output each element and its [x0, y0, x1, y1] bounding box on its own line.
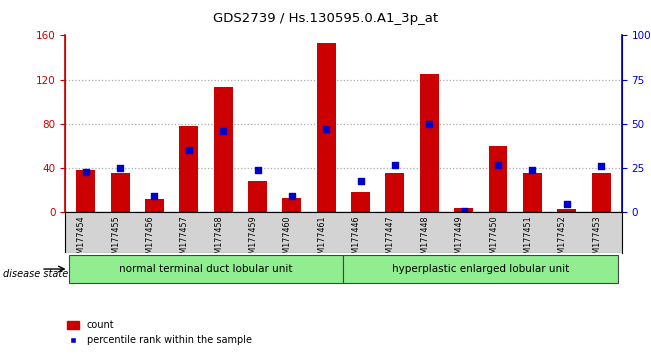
Text: GSM177453: GSM177453: [592, 216, 601, 264]
Point: [286, 194, 297, 199]
Bar: [488, 146, 508, 212]
Bar: [283, 198, 301, 212]
Bar: [179, 126, 199, 212]
Point: [424, 121, 434, 127]
Text: GSM177446: GSM177446: [352, 216, 361, 264]
Text: normal terminal duct lobular unit: normal terminal duct lobular unit: [119, 264, 293, 274]
Point: [253, 167, 263, 173]
Text: GSM177456: GSM177456: [145, 216, 154, 264]
Point: [458, 208, 469, 213]
Point: [184, 148, 194, 153]
Text: GSM177458: GSM177458: [214, 216, 223, 264]
Text: GSM177447: GSM177447: [386, 216, 395, 264]
Text: GSM177449: GSM177449: [454, 216, 464, 264]
Bar: [523, 172, 542, 212]
Text: GDS2739 / Hs.130595.0.A1_3p_at: GDS2739 / Hs.130595.0.A1_3p_at: [213, 12, 438, 25]
Legend: count, percentile rank within the sample: count, percentile rank within the sample: [63, 316, 256, 349]
Bar: [111, 172, 130, 212]
Text: hyperplastic enlarged lobular unit: hyperplastic enlarged lobular unit: [392, 264, 570, 274]
Point: [493, 162, 503, 167]
Bar: [351, 193, 370, 212]
Text: GSM177460: GSM177460: [283, 216, 292, 264]
Text: GSM177454: GSM177454: [77, 216, 86, 264]
Bar: [68, 255, 344, 283]
Text: GSM177451: GSM177451: [523, 216, 533, 264]
Bar: [76, 170, 95, 212]
Point: [149, 194, 159, 199]
Bar: [454, 208, 473, 212]
Point: [81, 169, 91, 175]
Bar: [317, 43, 336, 212]
Bar: [592, 172, 611, 212]
Point: [527, 167, 538, 173]
Text: GSM177448: GSM177448: [421, 216, 429, 264]
Point: [321, 126, 331, 132]
Point: [390, 162, 400, 167]
Point: [115, 165, 125, 171]
Bar: [385, 172, 404, 212]
Text: GSM177452: GSM177452: [558, 216, 567, 264]
Text: GSM177455: GSM177455: [111, 216, 120, 264]
Point: [218, 128, 229, 134]
Text: disease state: disease state: [3, 269, 68, 279]
Bar: [343, 255, 618, 283]
Text: GSM177450: GSM177450: [489, 216, 498, 264]
Bar: [214, 87, 232, 212]
Text: GSM177457: GSM177457: [180, 216, 189, 264]
Bar: [145, 199, 164, 212]
Text: GSM177459: GSM177459: [249, 216, 258, 264]
Point: [596, 164, 606, 169]
Point: [562, 201, 572, 206]
Text: GSM177461: GSM177461: [317, 216, 326, 264]
Bar: [420, 74, 439, 212]
Bar: [557, 209, 576, 212]
Point: [355, 178, 366, 183]
Bar: [248, 181, 267, 212]
